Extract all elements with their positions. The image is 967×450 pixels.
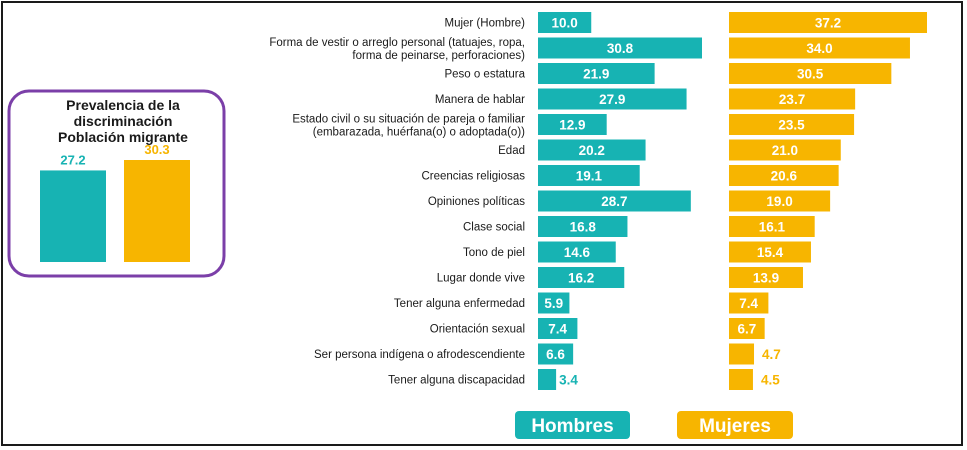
hombres-bar-1	[538, 37, 702, 59]
mujeres-value-label-0: 37.2	[815, 16, 841, 31]
category-label-1: Forma de vestir o arreglo personal (tatu…	[269, 37, 525, 62]
hombres-value-label-3: 27.9	[599, 92, 625, 107]
category-label-0: Mujer (Hombre)	[444, 18, 525, 30]
category-label-5: Edad	[498, 145, 525, 157]
hombres-value-label-10: 16.2	[568, 271, 594, 286]
hombres-value-label-14: 3.4	[559, 373, 578, 388]
category-label-11: Tener alguna enfermedad	[394, 298, 525, 310]
category-label-3: Manera de hablar	[435, 94, 525, 106]
inset-title-line-1: discriminación	[74, 113, 173, 129]
mujeres-value-label-1: 34.0	[806, 41, 832, 56]
mujeres-value-label-9: 15.4	[757, 245, 784, 260]
mujeres-bar-3	[729, 88, 856, 110]
hombres-value-label-12: 7.4	[548, 322, 567, 337]
hombres-bar-13	[538, 343, 574, 365]
category-label-line: Forma de vestir o arreglo personal (tatu…	[269, 37, 525, 49]
mujeres-value-label-8: 16.1	[759, 220, 786, 235]
legend-hombres	[515, 411, 630, 439]
inset-bar-0	[40, 170, 106, 262]
hombres-value-label-9: 14.6	[564, 245, 591, 260]
hombres-value-label-5: 20.2	[579, 143, 605, 158]
hombres-value-label-4: 12.9	[559, 118, 585, 133]
mujeres-bar-10	[729, 267, 803, 288]
mujeres-bar-4	[729, 114, 855, 135]
mujeres-bar-6	[729, 165, 839, 186]
hombres-value-label-0: 10.0	[551, 16, 577, 31]
hombres-value-label-7: 28.7	[601, 194, 627, 209]
hombres-bar-7	[538, 190, 691, 212]
mujeres-bar-11	[729, 292, 769, 314]
mujeres-value-label-13: 4.7	[762, 347, 781, 362]
mujeres-value-label-3: 23.7	[779, 92, 805, 107]
category-label-line: Estado civil o su situación de pareja o …	[292, 114, 525, 126]
hombres-value-label-6: 19.1	[576, 169, 603, 184]
hombres-bar-12	[538, 318, 578, 339]
inset-value-label-1: 30.3	[144, 142, 169, 157]
hombres-value-label-8: 16.8	[570, 220, 597, 235]
inset-bar-1	[124, 160, 190, 262]
mujeres-bar-9	[729, 241, 811, 263]
category-label-8: Clase social	[463, 222, 525, 234]
inset-title-line-2: Población migrante	[58, 129, 188, 145]
hombres-bar-6	[538, 165, 640, 186]
legend-mujeres	[677, 411, 793, 439]
mujeres-value-label-2: 30.5	[797, 67, 824, 82]
mujeres-value-label-7: 19.0	[766, 194, 792, 209]
mujeres-bar-8	[729, 216, 815, 237]
mujeres-value-label-11: 7.4	[739, 296, 758, 311]
mujeres-value-label-12: 6.7	[737, 322, 756, 337]
hombres-bar-5	[538, 139, 646, 161]
mujeres-bar-13	[729, 343, 755, 365]
mujeres-bar-12	[729, 318, 765, 339]
hombres-value-label-2: 21.9	[583, 67, 609, 82]
mujeres-bar-2	[729, 63, 892, 84]
legend-hombres-label: Hombres	[531, 416, 613, 437]
hombres-value-label-11: 5.9	[544, 296, 563, 311]
hombres-bar-0	[538, 12, 592, 33]
mujeres-value-label-4: 23.5	[778, 118, 805, 133]
mujeres-bar-7	[729, 190, 831, 212]
category-label-4: Estado civil o su situación de pareja o …	[292, 114, 525, 139]
inset-title-line-0: Prevalencia de la	[66, 97, 180, 113]
inset-value-label-0: 27.2	[60, 152, 85, 167]
category-label-line: (embarazada, huérfana(o) o adoptada(o))	[313, 127, 525, 139]
category-label-10: Lugar donde vive	[437, 273, 525, 285]
legend-mujeres-label: Mujeres	[699, 416, 771, 437]
hombres-bar-11	[538, 292, 570, 314]
hombres-bar-10	[538, 267, 625, 288]
category-label-7: Opiniones políticas	[428, 196, 525, 208]
category-label-9: Tono de piel	[463, 247, 525, 259]
category-label-6: Creencias religiosas	[421, 171, 525, 183]
category-label-2: Peso o estatura	[444, 69, 525, 81]
hombres-value-label-1: 30.8	[607, 41, 634, 56]
hombres-bar-14	[538, 369, 557, 390]
hombres-bar-8	[538, 216, 628, 237]
mujeres-value-label-10: 13.9	[753, 271, 779, 286]
category-label-14: Tener alguna discapacidad	[388, 375, 525, 387]
mujeres-bar-14	[729, 369, 753, 390]
mujeres-bar-5	[729, 139, 841, 161]
mujeres-value-label-5: 21.0	[772, 143, 798, 158]
hombres-bar-9	[538, 241, 616, 263]
hombres-bar-3	[538, 88, 687, 110]
mujeres-bar-0	[729, 12, 927, 33]
category-label-line: forma de peinarse, perforaciones)	[352, 50, 525, 62]
mujeres-value-label-6: 20.6	[771, 169, 798, 184]
hombres-value-label-13: 6.6	[546, 347, 565, 362]
category-label-13: Ser persona indígena o afrodescendiente	[314, 349, 525, 361]
category-label-12: Orientación sexual	[430, 324, 525, 336]
mujeres-bar-1	[729, 37, 910, 59]
hombres-bar-2	[538, 63, 655, 84]
hombres-bar-4	[538, 114, 607, 135]
mujeres-value-label-14: 4.5	[761, 373, 780, 388]
